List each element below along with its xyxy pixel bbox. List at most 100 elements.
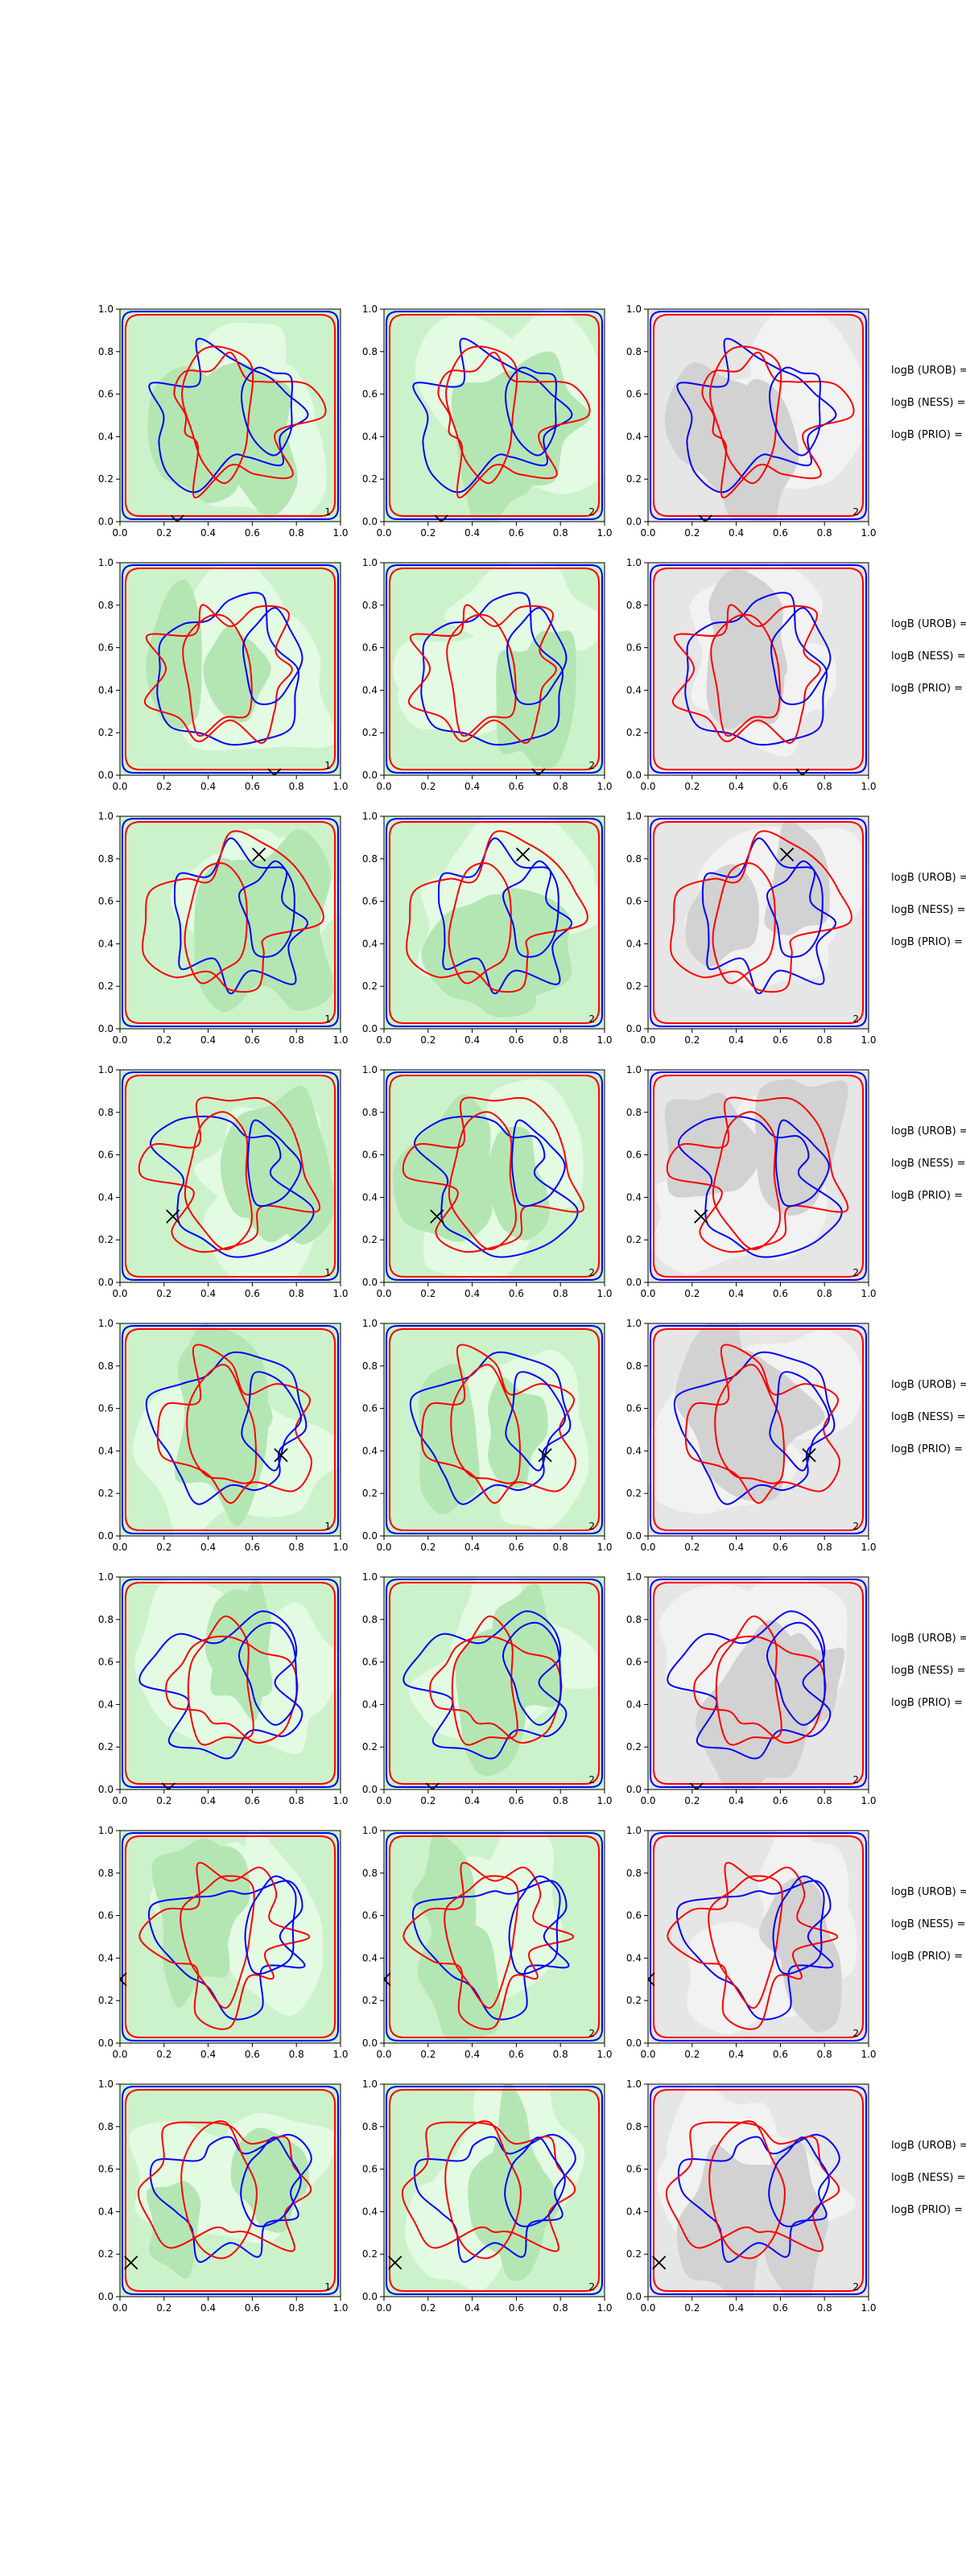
- x-tick-label: 0.8: [817, 2049, 832, 2060]
- contour-line-blue: [148, 337, 309, 493]
- side-label: logB (NESS) =: [891, 650, 965, 663]
- contour-line-blue: [145, 1351, 308, 1505]
- contour-line-red: [653, 568, 864, 770]
- y-tick-label: 1.0: [98, 557, 114, 568]
- x-tick-label: 0.2: [156, 1034, 171, 1046]
- axes-frame: [383, 1069, 605, 1283]
- contour-line-red: [184, 862, 248, 985]
- y-tick-label: 0.0: [626, 1530, 642, 1542]
- axes-frame: [383, 815, 605, 1030]
- contour-line-blue: [122, 1832, 339, 2041]
- x-tick-label: 0.0: [376, 2049, 391, 2060]
- contour-line-red: [406, 830, 588, 993]
- axes-frame: [383, 1576, 605, 1790]
- contour-fill-dark: [676, 2144, 781, 2297]
- y-tick-label: 0.6: [362, 642, 378, 654]
- panel-r1-c3: 2 0.00.0 0.2 0.2 0.4 0.4 0.6 0.6 0.8 0.8 1.0 1.0: [626, 303, 877, 539]
- x-tick-label: 0.8: [289, 1034, 304, 1046]
- side-label: logB (UROB) =: [891, 618, 966, 630]
- x-tick-label: 0.2: [684, 2302, 700, 2314]
- x-tick-label: 0.2: [420, 1542, 436, 1553]
- x-tick-label: 0.0: [376, 2302, 391, 2314]
- x-tick-label: 0.0: [376, 1795, 391, 1806]
- y-tick-label: 0.6: [626, 1910, 642, 1922]
- y-tick-label: 1.0: [626, 557, 642, 568]
- y-tick-label: 0.8: [362, 1614, 378, 1625]
- marker-x: [166, 1209, 180, 1224]
- x-tick-label: 0.8: [817, 527, 832, 539]
- x-tick-label: 1.0: [861, 1795, 876, 1806]
- side-label: logB (PRIO) =: [891, 1951, 963, 1963]
- x-tick-label: 0.6: [773, 1034, 788, 1046]
- y-tick-label: 0.6: [362, 896, 378, 907]
- y-tick-label: 0.6: [626, 389, 642, 400]
- y-tick-label: 0.2: [98, 1488, 114, 1499]
- contour-line-blue: [505, 1371, 566, 1472]
- axes-frame: [119, 1069, 341, 1283]
- contour-line-blue: [412, 337, 573, 493]
- contour-line-blue: [766, 1621, 826, 1726]
- x-tick-label: 0.0: [640, 1795, 655, 1806]
- axes-frame: [647, 1830, 869, 2044]
- contour-line-red: [156, 1344, 313, 1505]
- marker-x: [515, 847, 530, 862]
- x-tick-label: 0.2: [156, 2302, 171, 2314]
- x-tick-label: 0.4: [729, 2302, 744, 2314]
- contour-fill-light: [650, 1175, 774, 1274]
- contour-line-red: [184, 1111, 253, 1250]
- corner-label: 2: [852, 1521, 859, 1532]
- contour-line-red: [653, 1328, 864, 1531]
- contour-line-red: [138, 1861, 311, 2030]
- contour-line-blue: [650, 1325, 867, 1534]
- x-tick-label: 0.2: [684, 1542, 700, 1553]
- contour-line-blue: [684, 592, 828, 746]
- y-tick-label: 0.6: [98, 1403, 114, 1414]
- y-tick-label: 0.2: [626, 2248, 642, 2260]
- contour-line-red: [389, 1075, 600, 1278]
- y-tick-label: 0.8: [626, 2121, 642, 2132]
- x-tick-label: 0.8: [289, 1542, 304, 1553]
- x-tick-label: 0.6: [245, 1795, 260, 1806]
- y-tick-label: 0.8: [362, 1360, 378, 1372]
- x-tick-label: 0.4: [729, 1034, 744, 1046]
- contour-line-blue: [244, 1875, 297, 1975]
- x-tick-label: 1.0: [332, 2049, 348, 2060]
- y-tick-label: 0.4: [362, 684, 378, 696]
- contour-line-blue: [386, 1579, 603, 1788]
- y-tick-label: 0.6: [98, 389, 114, 400]
- contour-line-blue: [241, 1371, 302, 1472]
- x-tick-label: 0.0: [640, 781, 655, 792]
- y-tick-label: 0.6: [98, 1910, 114, 1922]
- x-tick-label: 1.0: [861, 527, 876, 539]
- x-tick-label: 0.0: [112, 1034, 127, 1046]
- x-tick-label: 0.6: [509, 527, 524, 539]
- marker-x: [652, 2256, 667, 2270]
- contour-fill-dark: [492, 1583, 563, 1709]
- x-tick-label: 1.0: [861, 2049, 876, 2060]
- x-tick-label: 0.6: [245, 527, 260, 539]
- contour-line-blue: [414, 1115, 579, 1258]
- y-tick-label: 0.2: [626, 1995, 642, 2006]
- panel-r3-c3: 2 0.00.0 0.2 0.2 0.4 0.4 0.6 0.6 0.8 0.8 1.0 1.0: [626, 811, 877, 1046]
- contour-line-blue: [650, 564, 867, 774]
- y-tick-label: 0.2: [98, 2248, 114, 2260]
- marker-x: [531, 768, 546, 775]
- y-tick-label: 0.8: [98, 600, 114, 611]
- y-tick-label: 0.8: [362, 600, 378, 611]
- y-tick-label: 0.6: [362, 1910, 378, 1922]
- y-tick-label: 0.6: [362, 2164, 378, 2175]
- contour-line-red: [653, 1582, 864, 1785]
- x-tick-label: 0.8: [817, 1034, 832, 1046]
- x-tick-label: 0.8: [553, 2302, 568, 2314]
- y-tick-label: 0.4: [362, 938, 378, 949]
- y-tick-label: 0.4: [362, 431, 378, 442]
- contour-line-red: [715, 1615, 782, 1746]
- y-tick-label: 0.2: [362, 1234, 378, 1245]
- y-tick-label: 0.4: [98, 1445, 114, 1456]
- contour-line-blue: [768, 2136, 830, 2227]
- y-tick-label: 0.2: [98, 980, 114, 992]
- y-tick-label: 1.0: [98, 303, 114, 315]
- panel-r5-c1: 1 0.00.0 0.2 0.2 0.4 0.4 0.6 0.6 0.8 0.8 1.0 1.0: [98, 1318, 349, 1553]
- x-tick-label: 0.0: [640, 1034, 655, 1046]
- y-tick-label: 0.6: [362, 1403, 378, 1414]
